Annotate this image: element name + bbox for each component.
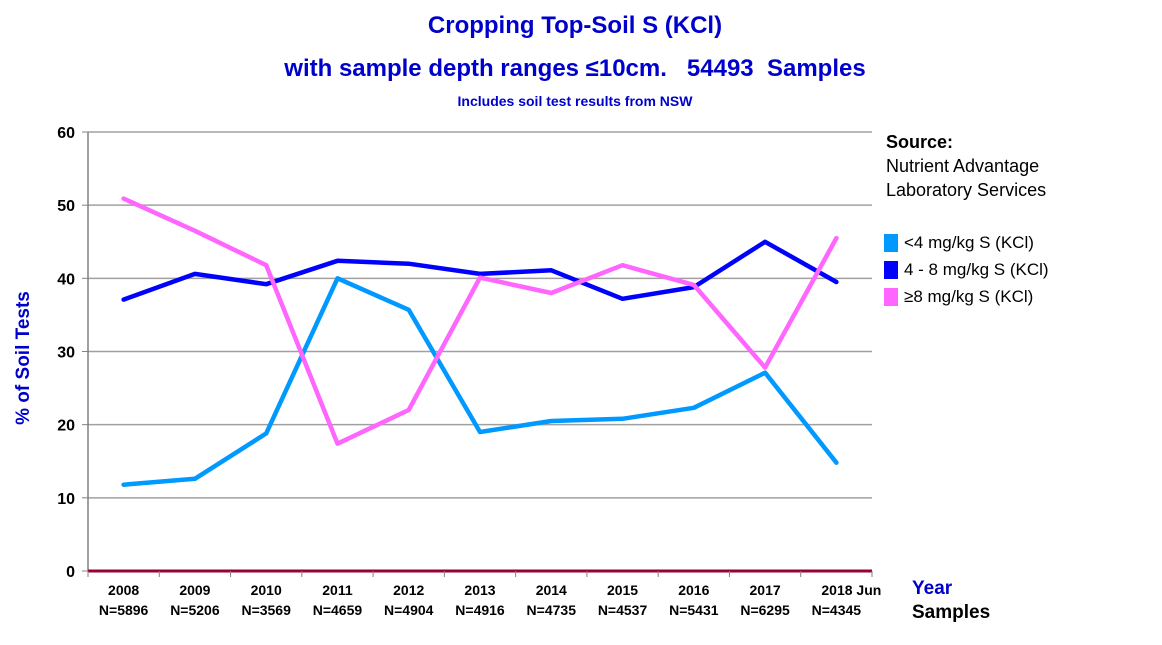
legend-item-low: <4 mg/kg S (KCl) bbox=[884, 232, 1034, 254]
x-tick-labels: 2008 N=5896 2009 N=5206 2010 N=3569 2011 N=4659… bbox=[99, 582, 881, 618]
sample-count-label: N=4537 bbox=[598, 602, 648, 618]
x-tick-label: 2010 bbox=[251, 582, 282, 598]
source-line-1: Nutrient Advantage bbox=[886, 156, 1040, 176]
y-tick-label: 50 bbox=[57, 198, 75, 215]
x-tick-label: 2013 bbox=[464, 582, 495, 598]
sample-count-label: N=4916 bbox=[455, 602, 505, 618]
x-tick-label: 2016 bbox=[678, 582, 709, 598]
grid-lines bbox=[88, 131, 872, 499]
legend-swatch-low bbox=[884, 234, 898, 252]
x-tick-label: 2011 bbox=[322, 582, 353, 598]
sample-count-label: N=4659 bbox=[313, 602, 363, 618]
source-heading: Source: bbox=[886, 132, 954, 152]
sample-count-label: N=3569 bbox=[241, 602, 291, 618]
sample-count-label: N=4904 bbox=[384, 602, 434, 618]
y-axis-label: % of Soil Tests bbox=[13, 291, 34, 425]
x-tick-label: 2014 bbox=[536, 582, 567, 598]
y-tick-labels: 0 10 20 30 40 50 60 bbox=[57, 125, 75, 581]
sample-count-label: N=5206 bbox=[170, 602, 220, 618]
x-tick-label: 2009 bbox=[179, 582, 210, 598]
series-line-mid bbox=[121, 239, 839, 302]
y-tick-label: 20 bbox=[57, 418, 75, 435]
legend-item-mid: 4 - 8 mg/kg S (KCl) bbox=[884, 259, 1049, 281]
x-tick-label: 2012 bbox=[393, 582, 424, 598]
legend-item-high: ≥8 mg/kg S (KCl) bbox=[884, 286, 1033, 308]
y-tick-label: 60 bbox=[57, 125, 75, 142]
legend-label-high: ≥8 mg/kg S (KCl) bbox=[904, 287, 1034, 306]
x-tick-label: 2018 Jun bbox=[821, 582, 881, 598]
x-axis-label: Year bbox=[912, 578, 953, 599]
y-tick-label: 10 bbox=[57, 491, 75, 508]
chart-subtitle: with sample depth ranges ≤10cm. 54493 Sa… bbox=[284, 55, 866, 82]
chart-title: Cropping Top-Soil S (KCl) bbox=[427, 12, 723, 39]
series-line-high bbox=[121, 196, 839, 446]
x-tick-label: 2017 bbox=[750, 582, 781, 598]
sample-count-label: N=4345 bbox=[812, 602, 862, 618]
chart-note: Includes soil test results from NSW bbox=[457, 93, 693, 109]
sample-count-label: N=5431 bbox=[669, 602, 719, 618]
sample-count-label: N=5896 bbox=[99, 602, 149, 618]
series-lines bbox=[121, 196, 839, 487]
y-tick-label: 0 bbox=[66, 564, 75, 581]
y-tick-label: 40 bbox=[57, 271, 75, 288]
sample-count-label: N=6295 bbox=[740, 602, 790, 618]
legend-swatch-high bbox=[884, 288, 898, 306]
source-line-2: Laboratory Services bbox=[886, 180, 1047, 200]
sample-count-label: N=4735 bbox=[527, 602, 577, 618]
axes bbox=[82, 131, 873, 577]
series-line-low bbox=[121, 276, 839, 487]
y-tick-label: 30 bbox=[57, 345, 75, 362]
legend-label-low: <4 mg/kg S (KCl) bbox=[904, 233, 1034, 252]
legend-swatch-mid bbox=[884, 261, 898, 279]
x-tick-label: 2008 bbox=[108, 582, 139, 598]
x-axis-samples-label: Samples bbox=[912, 602, 991, 623]
legend-label-mid: 4 - 8 mg/kg S (KCl) bbox=[904, 260, 1049, 279]
x-tick-label: 2015 bbox=[607, 582, 638, 598]
